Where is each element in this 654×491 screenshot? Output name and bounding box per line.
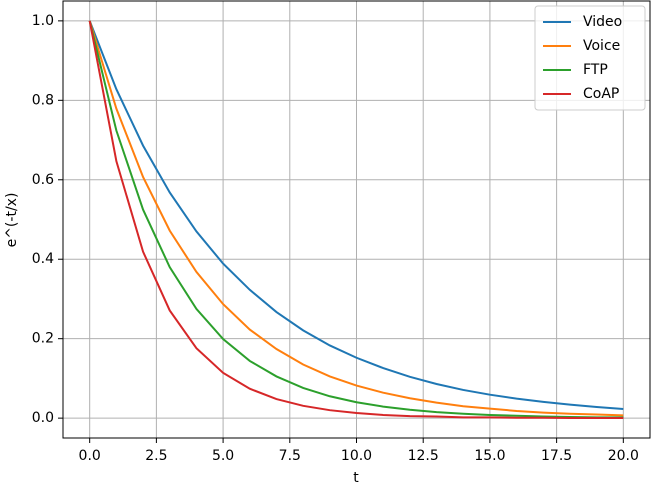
y-tick-label: 0.8 — [32, 92, 54, 108]
line — [88, 20, 624, 420]
x-tick-label: 7.5 — [279, 448, 301, 464]
y-tick-label: 0.0 — [32, 410, 54, 426]
x-tick-label: 5.0 — [212, 448, 234, 464]
x-tick-label: 15.0 — [474, 448, 505, 464]
legend-label: Voice — [583, 38, 620, 54]
y-axis-label: e^(-t/x) — [4, 193, 20, 248]
legend-box — [534, 5, 646, 111]
line — [88, 20, 624, 417]
y-tick-label: 1.0 — [32, 13, 54, 29]
line — [88, 20, 624, 410]
x-tick-label: 17.5 — [541, 448, 572, 464]
x-tick-label: 0.0 — [79, 448, 101, 464]
x-tick-label: 10.0 — [341, 448, 372, 464]
x-tick-label: 2.5 — [145, 448, 167, 464]
plot-frame — [62, 0, 651, 439]
x-tick-label: 20.0 — [608, 448, 639, 464]
x-axis-label: t — [353, 470, 359, 486]
legend-label: Video — [583, 14, 622, 30]
legend-label: CoAP — [583, 86, 619, 102]
line — [88, 20, 624, 419]
y-tick-label: 0.2 — [32, 331, 54, 347]
y-tick-label: 0.6 — [32, 172, 54, 188]
legend-label: FTP — [583, 62, 608, 78]
x-tick-label: 12.5 — [408, 448, 439, 464]
y-tick-label: 0.4 — [32, 251, 54, 267]
